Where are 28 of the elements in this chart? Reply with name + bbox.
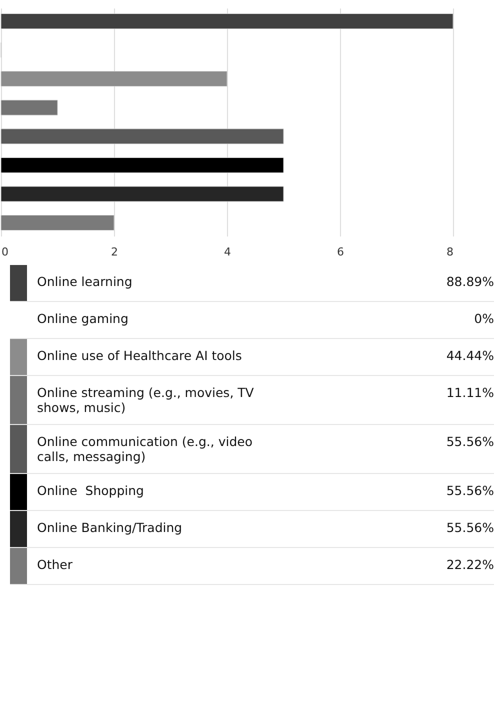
bar xyxy=(0,100,58,116)
text: 55.56% xyxy=(445,519,494,537)
category-label: Online Banking/Trading xyxy=(36,519,184,537)
category-label: Online use of Healthcare AI tools xyxy=(36,347,243,365)
bar xyxy=(0,157,284,173)
text: 88.89% xyxy=(445,273,494,291)
category-label: Online streaming (e.g., movies, TV shows, music) xyxy=(36,384,255,417)
bar xyxy=(0,14,454,29)
x-tick-label: 4 xyxy=(224,246,231,258)
x-tick-label: 8 xyxy=(446,246,454,258)
text: 0% xyxy=(473,310,494,328)
bar xyxy=(0,186,284,202)
bar xyxy=(0,128,284,144)
category-label: Other xyxy=(36,556,74,574)
category-label: Online gaming xyxy=(36,310,130,328)
text: 55.56% xyxy=(445,482,494,500)
category-label: Online communication (e.g., video calls, messaging) xyxy=(36,433,254,466)
x-tick-label: 2 xyxy=(111,246,118,258)
x-tick-label: 0 xyxy=(2,246,8,258)
x-tick-label: 6 xyxy=(337,246,344,258)
text: 55.56% xyxy=(445,433,494,451)
category-label: Online learning xyxy=(36,273,134,291)
text: 11.11% xyxy=(445,384,494,402)
bar xyxy=(0,215,114,230)
bar xyxy=(0,71,228,87)
text: 44.44% xyxy=(445,347,494,365)
text: 22.22% xyxy=(445,556,494,574)
category-label: Online Shopping xyxy=(36,482,145,500)
